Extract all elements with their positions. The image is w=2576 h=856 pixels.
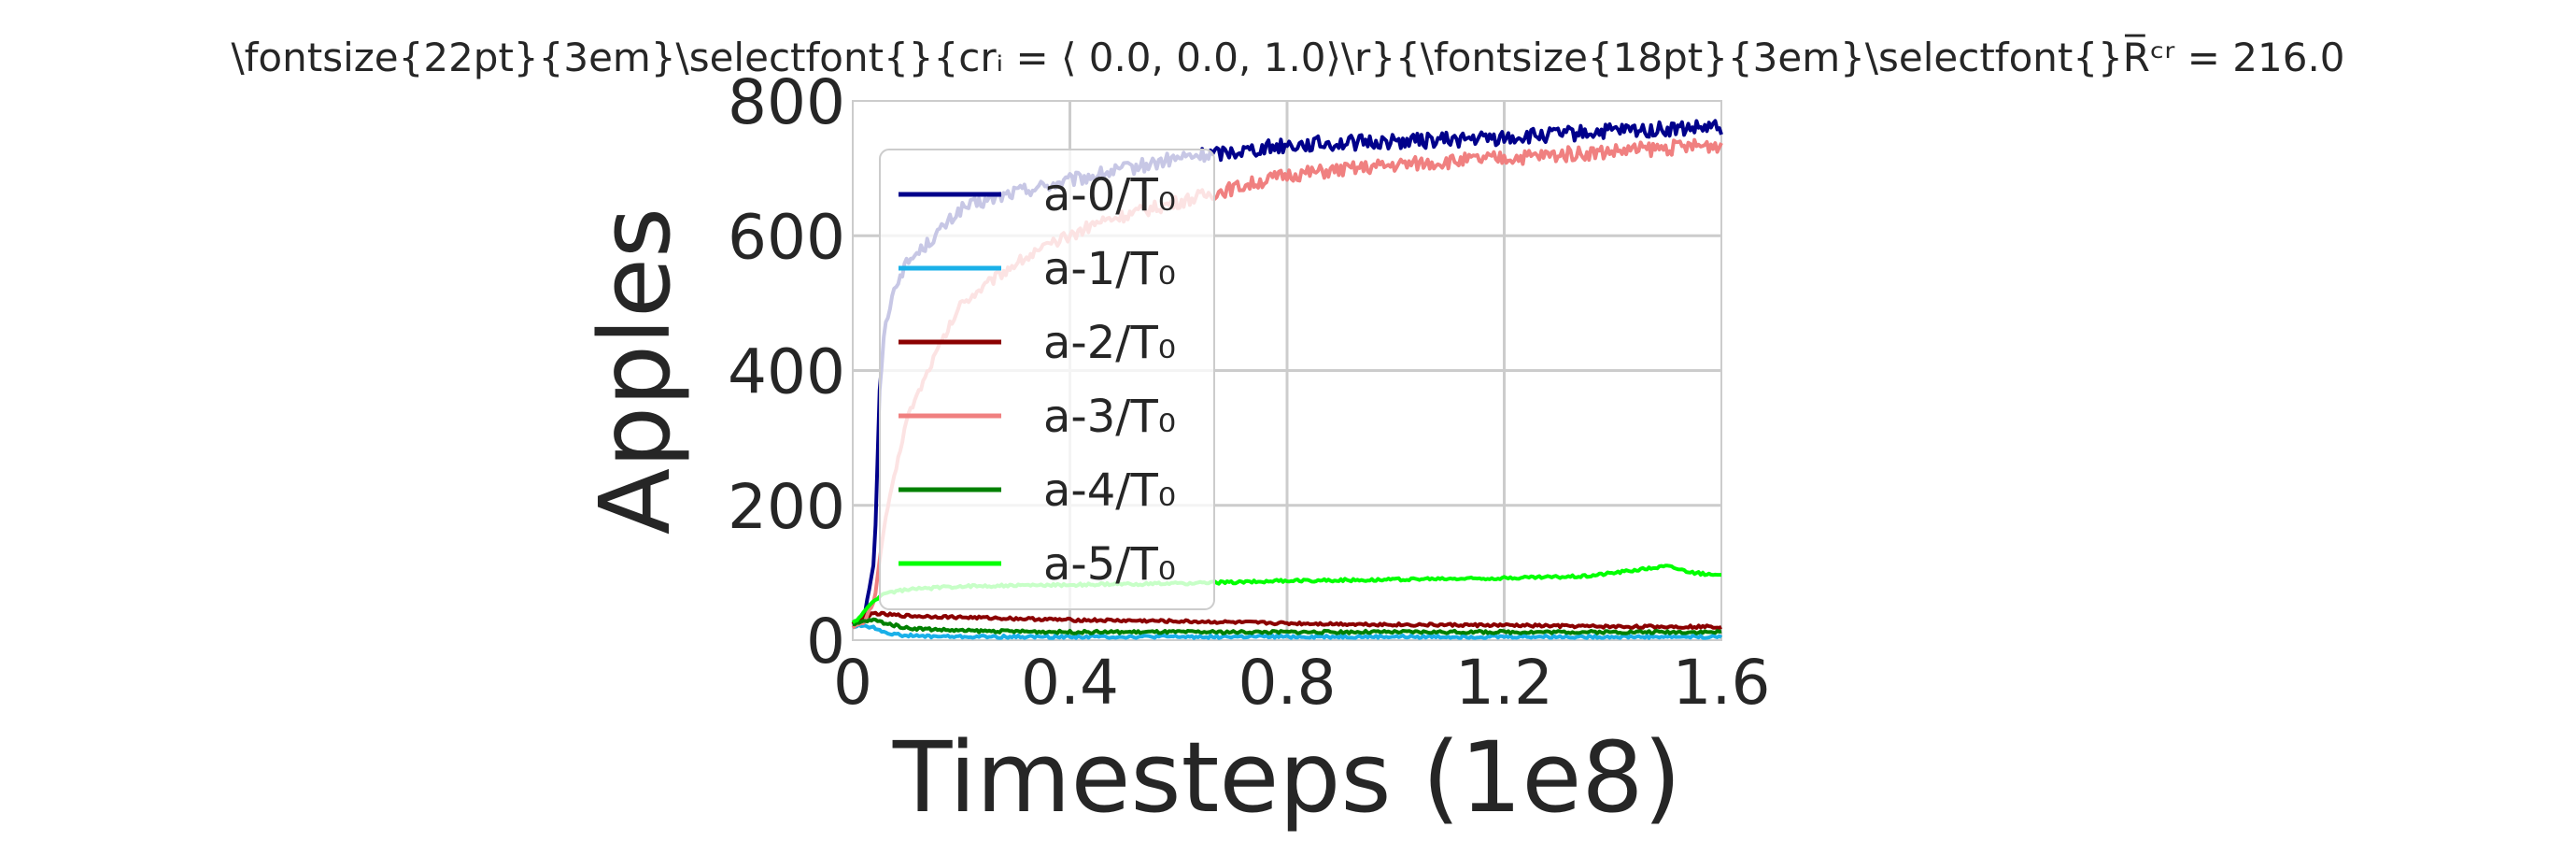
legend-box [879, 149, 1215, 610]
y-axis-label: Apples [578, 207, 692, 535]
legend-label: a-4/T₀ [1043, 464, 1176, 517]
legend-label: a-2/T₀ [1043, 317, 1176, 369]
legend-label: a-0/T₀ [1043, 169, 1176, 221]
y-tick-label: 400 [728, 336, 845, 408]
y-tick-label: 800 [728, 66, 845, 138]
legend: a-0/T₀ a-1/T₀ a-2/T₀ a-3/T₀ a-4/T₀ a-5/T₀ [879, 149, 1215, 610]
y-tick-label: 0 [806, 606, 845, 678]
y-tick-label: 200 [728, 471, 845, 543]
y-tick-label: 600 [728, 201, 845, 273]
series-line [852, 622, 1723, 640]
legend-label: a-3/T₀ [1043, 391, 1176, 443]
tick-labels: 0 0.4 0.8 1.2 1.6 0 200 400 600 800 [728, 66, 1770, 719]
x-tick-label: 0.4 [1021, 647, 1119, 719]
x-axis-label: Timesteps (1e8) [892, 720, 1681, 835]
legend-label: a-1/T₀ [1043, 243, 1176, 295]
x-tick-label: 0 [833, 647, 872, 719]
x-tick-label: 1.6 [1673, 647, 1771, 719]
x-tick-label: 1.2 [1455, 647, 1553, 719]
legend-label: a-5/T₀ [1043, 538, 1176, 591]
x-tick-label: 0.8 [1238, 647, 1337, 719]
chart-title: \fontsize{22pt}{3em}\selectfont{}{crᵢ = … [231, 34, 2344, 80]
series-line [851, 610, 1722, 630]
series-line [852, 617, 1722, 635]
